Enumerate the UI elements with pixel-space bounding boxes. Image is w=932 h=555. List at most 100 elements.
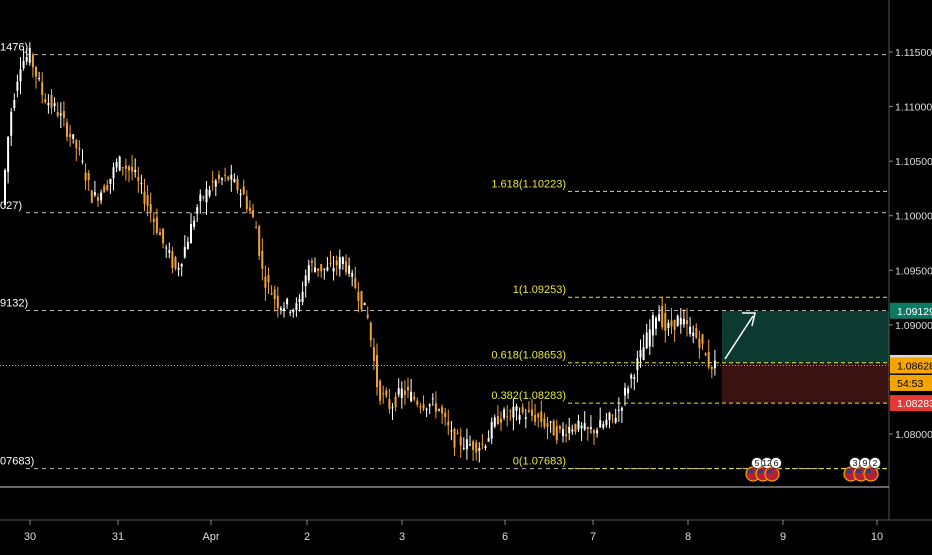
candle-body-88 xyxy=(276,295,279,309)
candle-body-66 xyxy=(208,190,211,196)
candle-body-218 xyxy=(679,317,682,325)
candle-body-227 xyxy=(707,351,710,368)
candle-body-24 xyxy=(78,147,81,150)
x-tick-label-6: 7 xyxy=(590,531,596,543)
candle-body-5 xyxy=(19,69,22,82)
candle-body-198 xyxy=(617,409,620,411)
candle-body-118 xyxy=(369,322,372,341)
candle-body-219 xyxy=(682,319,685,325)
candle-body-115 xyxy=(360,291,363,310)
candle-body-205 xyxy=(639,350,642,358)
candle-body-174 xyxy=(543,418,546,427)
price-badge-label-0: 1.09129 xyxy=(897,306,932,318)
event-flag-canton-2 xyxy=(767,469,772,473)
stop-zone[interactable] xyxy=(722,362,889,404)
candle-body-161 xyxy=(503,409,506,418)
candle-body-199 xyxy=(620,407,623,411)
candle-body-138 xyxy=(431,398,434,400)
candle-body-228 xyxy=(710,366,713,370)
candle-body-195 xyxy=(608,412,611,421)
candle-body-163 xyxy=(509,410,512,412)
event-markers[interactable]: 5 12 6 3 9 2 xyxy=(745,457,881,482)
candle-body-176 xyxy=(549,421,552,423)
candle-body-145 xyxy=(453,428,456,448)
level-label-1: 027) xyxy=(0,200,22,212)
candle-body-154 xyxy=(481,444,484,446)
candle-body-132 xyxy=(413,396,416,400)
candle-body-190 xyxy=(593,430,595,434)
candle-body-80 xyxy=(252,210,254,217)
candle-body-46 xyxy=(146,195,149,206)
target-zone[interactable] xyxy=(722,310,889,363)
candle-body-78 xyxy=(245,196,248,209)
y-tick-label-1: 1.11000 xyxy=(895,102,932,114)
candle-body-181 xyxy=(565,434,568,437)
candle-body-164 xyxy=(512,406,515,418)
candle-body-48 xyxy=(152,218,155,222)
candle-body-165 xyxy=(515,405,518,411)
candle-body-185 xyxy=(577,420,580,430)
candle-body-191 xyxy=(596,430,599,434)
candle-body-148 xyxy=(462,447,465,449)
y-tick-label-0: 1.11500 xyxy=(895,47,932,59)
y-tick-label-5: 1.09000 xyxy=(895,320,932,332)
candle-body-28 xyxy=(90,190,93,203)
price-badge-0 xyxy=(890,302,932,319)
candle-body-18 xyxy=(59,113,62,116)
candle-body-167 xyxy=(521,407,524,413)
candle-body-90 xyxy=(283,308,285,311)
candle-body-35 xyxy=(112,167,115,179)
trade-arrow-head xyxy=(742,312,756,327)
candle-body-67 xyxy=(211,181,214,183)
candle-body-38 xyxy=(121,167,124,169)
candle-body-120 xyxy=(376,355,378,387)
event-count-label-2: 6 xyxy=(774,458,779,468)
trade-arrow-shaft[interactable] xyxy=(724,315,754,360)
candle-body-97 xyxy=(304,275,307,287)
candle-body-125 xyxy=(391,407,394,409)
candle-body-173 xyxy=(540,411,543,422)
y-tick-label-3: 1.10000 xyxy=(895,211,932,223)
candle-body-19 xyxy=(62,111,65,118)
candle-body-137 xyxy=(428,404,431,407)
candle-body-84 xyxy=(264,276,267,288)
candle-body-223 xyxy=(695,327,698,338)
candle-body-126 xyxy=(394,396,397,408)
candle-body-87 xyxy=(273,289,276,300)
candle-body-11 xyxy=(38,77,41,79)
event-flag-canton-4 xyxy=(856,469,861,473)
candle-body-60 xyxy=(190,223,192,244)
candle-body-172 xyxy=(537,413,540,418)
candles xyxy=(4,42,756,463)
candle-body-54 xyxy=(171,251,174,268)
candle-body-39 xyxy=(124,165,127,169)
x-tick-label-7: 8 xyxy=(685,531,691,543)
candle-body-158 xyxy=(493,417,496,427)
candle-body-83 xyxy=(261,250,264,269)
candle-body-43 xyxy=(137,177,140,181)
candle-body-122 xyxy=(382,393,385,395)
candle-body-29 xyxy=(93,192,96,196)
event-flag-canton-0 xyxy=(748,469,753,473)
candle-body-202 xyxy=(630,374,633,379)
level-label-0: 1476) xyxy=(0,42,28,54)
event-count-label-1: 12 xyxy=(762,458,772,468)
candle-body-216 xyxy=(673,319,676,330)
candle-body-156 xyxy=(487,438,490,442)
event-count-bubble-5 xyxy=(869,457,881,469)
candle-body-101 xyxy=(317,268,320,271)
candle-body-214 xyxy=(667,322,670,329)
fib-label-3: 0.382(1.08283) xyxy=(491,390,566,402)
candle-body-207 xyxy=(645,332,648,349)
candle-body-166 xyxy=(518,415,521,420)
x-tick-label-0: 30 xyxy=(24,531,36,543)
candle-body-7 xyxy=(25,56,28,62)
fib-label-2: 0.618(1.08653) xyxy=(491,350,566,362)
candle-body-143 xyxy=(447,421,450,426)
x-tick-label-1: 31 xyxy=(112,531,124,543)
candle-body-200 xyxy=(624,387,626,396)
candle-body-113 xyxy=(354,277,357,289)
x-tick-label-8: 9 xyxy=(780,531,786,543)
